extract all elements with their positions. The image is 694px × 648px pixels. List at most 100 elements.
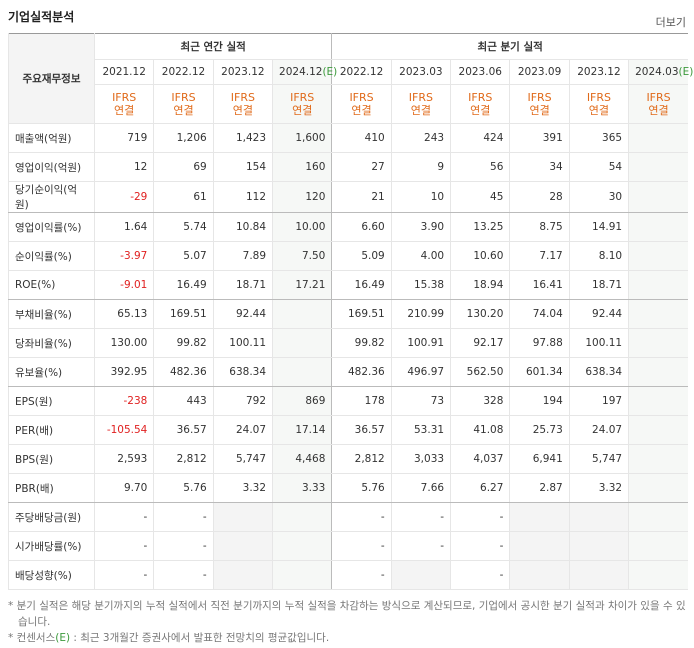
header-row: IFRS 연결 IFRS 연결 IFRS 연결 IFRS 연결 IFRS 연결 IFRS 연결 IFRS…	[9, 84, 688, 124]
cell: 7.17	[509, 241, 570, 271]
estimate-mark: (E)	[322, 66, 338, 78]
accounting: IFRS 연결	[390, 84, 451, 124]
cell: 97.88	[509, 328, 570, 358]
period: 2022.12	[331, 59, 392, 85]
cell: -	[93, 531, 154, 561]
cell: 17.14	[272, 415, 332, 445]
accounting-basis: 연결	[114, 104, 135, 117]
cell: 130.00	[93, 328, 154, 358]
cell: 100.11	[212, 328, 273, 358]
note-term: 컨센서스	[16, 632, 56, 644]
cell: 34	[509, 152, 570, 182]
period: 2023.12	[212, 59, 273, 85]
accounting-basis: 연결	[410, 104, 432, 117]
empty-cell	[509, 560, 570, 590]
cell: 5.09	[331, 241, 392, 271]
cell: 130.20	[450, 299, 510, 329]
note-text: 분기 실적은 해당 분기까지의 누적 실적에서 직전 분기까지의 누적 실적을 …	[16, 600, 686, 628]
more-link[interactable]: 더보기	[655, 16, 686, 29]
empty-cell	[272, 357, 332, 387]
empty-cell	[628, 473, 688, 503]
cell: -	[450, 560, 510, 590]
data-row: 배당성향(%) - - - -	[8, 560, 688, 590]
cell: -	[153, 502, 214, 532]
cell: 36.57	[153, 415, 214, 445]
empty-cell	[628, 502, 688, 532]
accounting: IFRS 연결	[272, 84, 332, 124]
cell: 391	[509, 123, 570, 153]
accounting: IFRS 연결	[568, 84, 629, 124]
row-label: 배당성향(%)	[8, 560, 95, 590]
cell: 1,423	[212, 123, 273, 153]
cell: 392.95	[93, 357, 154, 387]
cell: -	[390, 502, 451, 532]
row-label: 당좌비율(%)	[8, 328, 95, 358]
accounting: IFRS 연결	[153, 84, 214, 124]
cell: 12	[93, 152, 154, 182]
cell: -	[450, 502, 510, 532]
data-row: ROE(%) -9.01 16.49 18.71 17.21 16.49 15.38 18.9…	[8, 270, 688, 300]
cell: 16.41	[509, 270, 570, 300]
accounting: IFRS 연결	[509, 84, 570, 124]
cell: 3.33	[272, 473, 332, 503]
empty-cell	[212, 560, 273, 590]
cell: 92.44	[212, 299, 273, 329]
accounting-basis: 연결	[588, 104, 610, 117]
cell: 99.82	[331, 328, 392, 358]
row-label: BPS(원)	[8, 444, 95, 474]
cell: 562.50	[450, 357, 510, 387]
period-date: 2023.06	[458, 66, 502, 78]
accounting: IFRS 연결	[93, 84, 154, 124]
cell: 100.11	[568, 328, 629, 358]
accounting-standard: IFRS	[646, 91, 671, 104]
period: 2023.06	[450, 59, 510, 85]
accounting-standard: IFRS	[171, 91, 196, 104]
accounting-basis: 연결	[173, 104, 194, 117]
row-label: PBR(배)	[8, 473, 95, 503]
empty-cell	[509, 531, 570, 561]
group-label: 최근 분기 실적	[331, 33, 688, 60]
cell: -29	[93, 181, 154, 213]
cell: -9.01	[93, 270, 154, 300]
data-row: 부채비율(%) 65.13 169.51 92.44 169.51 210.99 130.2…	[8, 299, 688, 329]
header-row: 2021.12 2022.12 2023.12 2024.12(E) 2022.12 20…	[9, 59, 693, 85]
period-date: 2024.12	[279, 66, 323, 78]
accounting-basis: 연결	[292, 104, 313, 117]
cell: 73	[390, 386, 451, 416]
cell: 7.89	[212, 241, 273, 271]
empty-cell	[628, 415, 688, 445]
cell: 3,033	[390, 444, 451, 474]
cell: 4,037	[450, 444, 510, 474]
cell: 30	[568, 181, 629, 213]
financial-table: 주요재무정보 최근 연간 실적 최근 분기 실적 2021.12 2022.12 2023…	[8, 33, 693, 590]
section-title: 기업실적분석	[8, 10, 75, 24]
cell: 69	[153, 152, 214, 182]
cell: 41.08	[450, 415, 510, 445]
empty-cell	[390, 560, 451, 590]
cell: -	[93, 502, 154, 532]
data-row: PBR(배) 9.70 5.76 3.32 3.33 5.76 7.66 6.27 2.87 3.…	[8, 473, 688, 503]
empty-cell	[628, 270, 688, 300]
empty-cell	[212, 502, 273, 532]
cell: 869	[272, 386, 332, 416]
cell: 10.84	[212, 212, 273, 242]
accounting-standard: IFRS	[408, 91, 433, 104]
row-label: PER(배)	[8, 415, 95, 445]
period-date: 2021.12	[102, 66, 146, 78]
cell: 2,593	[93, 444, 154, 474]
data-row: 주당배당금(원) - - - - -	[8, 502, 688, 532]
empty-cell	[509, 502, 570, 532]
cell: 7.50	[272, 241, 332, 271]
row-label: 순이익률(%)	[8, 241, 95, 271]
cell: 16.49	[153, 270, 214, 300]
empty-cell	[628, 299, 688, 329]
cell: 3.32	[212, 473, 273, 503]
accounting-standard: IFRS	[586, 91, 612, 104]
cell: 210.99	[390, 299, 451, 329]
cell: 56	[450, 152, 510, 182]
period: 2023.12	[568, 59, 629, 85]
accounting-standard: IFRS	[230, 91, 255, 104]
cell: 482.36	[153, 357, 214, 387]
cell: 100.91	[390, 328, 451, 358]
row-label: 시가배당률(%)	[8, 531, 95, 561]
